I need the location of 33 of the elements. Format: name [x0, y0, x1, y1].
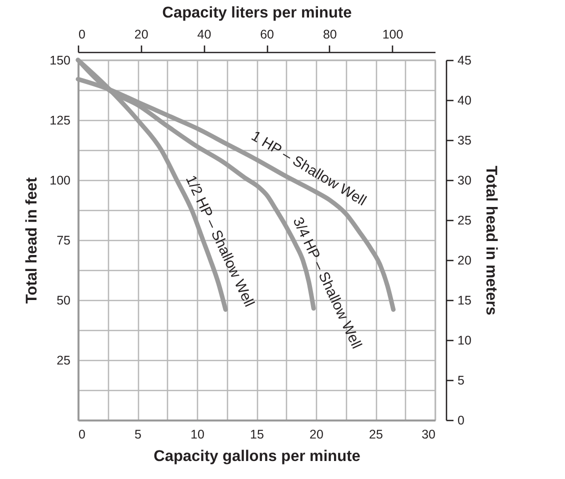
x-tick-label: 30 [422, 428, 436, 442]
x2-tick-label: 0 [78, 28, 86, 42]
x2-tick-label: 20 [134, 28, 148, 42]
x2-tick-label: 60 [260, 28, 274, 42]
x2-tick-label: 80 [322, 28, 337, 42]
y2-tick-label: 25 [458, 214, 472, 228]
y-axis-title: Total head in feet [24, 177, 41, 304]
y2-tick-label: 10 [458, 334, 472, 348]
y-tick-label: 150 [50, 54, 71, 68]
y-tick-label: 125 [50, 114, 71, 128]
y2-tick-label: 30 [458, 174, 472, 188]
y-tick-label: 75 [56, 234, 71, 248]
x-tick-label: 5 [134, 428, 142, 442]
y2-tick-label: 0 [458, 414, 464, 428]
x-tick-label: 25 [369, 428, 383, 442]
y2-tick-label: 35 [458, 134, 472, 148]
y-tick-label: 50 [56, 294, 71, 308]
y-tick-label: 100 [50, 174, 71, 188]
y2-tick-label: 20 [458, 254, 472, 268]
x-tick-label: 10 [190, 428, 204, 442]
x-tick-label: 20 [310, 428, 324, 442]
y2-tick-label: 15 [458, 294, 472, 308]
y2-tick-label: 45 [458, 54, 472, 68]
x-tick-label: 15 [250, 428, 264, 442]
x2-tick-label: 100 [382, 28, 404, 42]
y-tick-label: 25 [56, 354, 71, 368]
y2-tick-label: 5 [458, 374, 464, 388]
y2-axis-title: Total head in meters [482, 166, 500, 316]
x-tick-label: 0 [78, 428, 86, 442]
y2-tick-label: 40 [458, 94, 472, 108]
x-axis-title: Capacity gallons per minute [154, 448, 361, 465]
x2-axis-title: Capacity liters per minute [162, 4, 352, 22]
x2-tick-label: 40 [197, 28, 212, 42]
